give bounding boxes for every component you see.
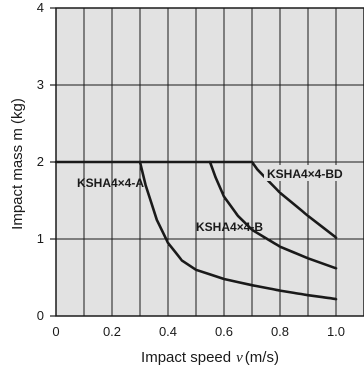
- series-line-ksha-a: [54, 160, 338, 301]
- x-tick-label: 0: [52, 324, 59, 339]
- series-label-ksha-bd-background: [264, 165, 362, 181]
- x-tick-label: 0.4: [159, 324, 177, 339]
- series-label-ksha-b: KSHA4×4-B: [196, 220, 263, 234]
- x-tick-label: 0.6: [215, 324, 233, 339]
- y-tick-label: 0: [37, 308, 44, 323]
- y-tick-label: 2: [37, 154, 44, 169]
- y-axis-label: Impact mass m (kg): [9, 98, 26, 230]
- x-axis-ticks: 0 0.2 0.4 0.6 0.8 1.0: [52, 324, 345, 339]
- x-axis-label-unit: (m/s): [245, 349, 279, 366]
- y-tick-label: 4: [37, 0, 44, 15]
- series-line-ksha-b: [138, 160, 338, 270]
- x-tick-label: 1.0: [327, 324, 345, 339]
- y-tick-label: 3: [37, 77, 44, 92]
- series-line-ksha-bd: [208, 160, 338, 239]
- x-tick-label: 0.2: [103, 324, 121, 339]
- series-lines: [54, 160, 338, 301]
- series-label-ksha-bd: KSHA4×4-BD: [267, 167, 343, 181]
- x-axis-label-text: Impact speed: [141, 349, 231, 366]
- series-label-ksha-a: KSHA4×4-A: [77, 176, 144, 190]
- y-tick-label: 1: [37, 231, 44, 246]
- x-tick-label: 0.8: [271, 324, 289, 339]
- x-axis-label: Impact speed v (m/s): [141, 349, 279, 366]
- x-axis-label-symbol: v: [236, 350, 243, 366]
- y-axis-ticks: 0 1 2 3 4: [37, 0, 56, 323]
